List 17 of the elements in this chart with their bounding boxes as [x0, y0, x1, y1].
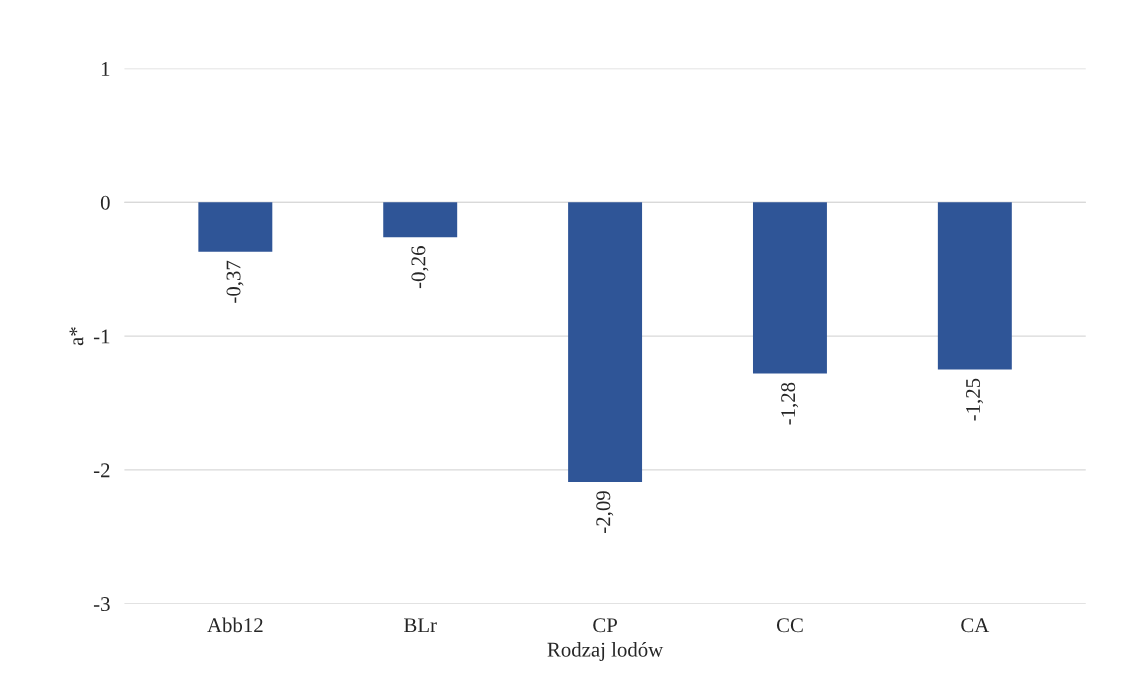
- x-tick-label: CC: [776, 618, 803, 633]
- y-tick-label: -3: [93, 597, 110, 612]
- x-tick-label: BLr: [404, 618, 437, 633]
- data-label: -1,28: [781, 382, 799, 425]
- x-tick-label: CA: [961, 618, 990, 633]
- y-tick-label: 0: [100, 195, 110, 210]
- x-tick-label: Abb12: [207, 617, 263, 633]
- y-axis-title: a*: [69, 327, 84, 346]
- y-tick-label: -2: [93, 463, 110, 478]
- y-tick-label: 1: [101, 62, 110, 76]
- data-label: -0,37: [226, 260, 244, 303]
- data-label: -0,26: [411, 246, 429, 289]
- x-tick-label: CP: [593, 618, 617, 633]
- y-tick-label: -1: [93, 329, 110, 344]
- data-label: -2,09: [596, 491, 614, 533]
- x-axis-title: Rodzaj lodów: [547, 642, 664, 661]
- data-label: -1,25: [966, 378, 984, 421]
